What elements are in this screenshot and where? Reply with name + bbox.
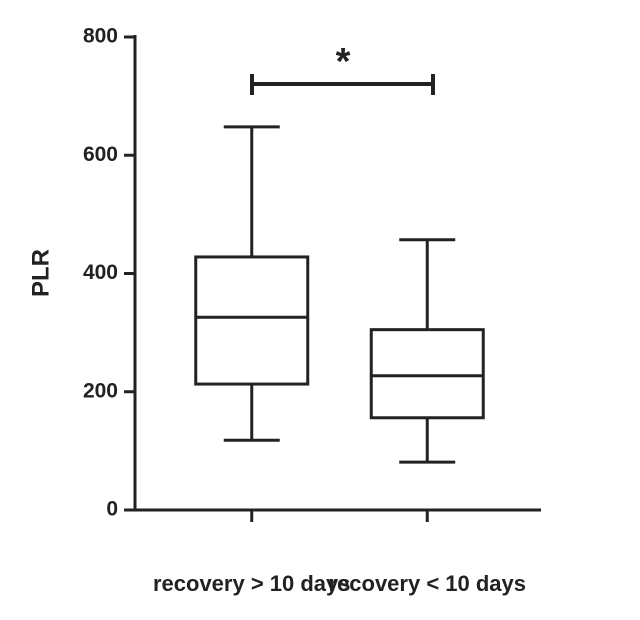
y-axis-label: PLR: [27, 249, 54, 297]
x-tick-label: recovery < 10 days: [328, 571, 526, 596]
y-tick-label: 800: [83, 25, 118, 48]
y-tick-label: 400: [83, 261, 118, 284]
y-tick-label: 600: [83, 143, 118, 166]
significance-bar: [250, 74, 435, 95]
significance-star: *: [336, 41, 351, 83]
y-tick-label: 0: [106, 498, 118, 521]
box: [369, 328, 485, 420]
box: [194, 255, 310, 386]
y-tick-label: 200: [83, 379, 118, 402]
x-tick-label: recovery > 10 days: [153, 571, 351, 596]
